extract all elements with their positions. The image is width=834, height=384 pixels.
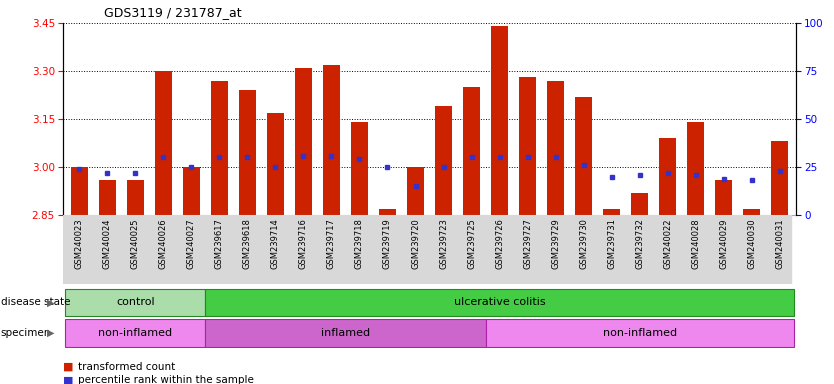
- Text: GSM239719: GSM239719: [383, 218, 392, 269]
- Bar: [211, 81, 228, 215]
- Bar: [99, 180, 116, 215]
- Bar: [743, 209, 760, 215]
- Bar: [771, 141, 788, 215]
- Bar: [519, 78, 536, 215]
- Text: control: control: [116, 297, 154, 308]
- Text: GSM239720: GSM239720: [411, 218, 420, 269]
- Bar: [295, 68, 312, 215]
- Bar: [575, 97, 592, 215]
- Text: GSM240029: GSM240029: [719, 218, 728, 269]
- Text: GSM240025: GSM240025: [131, 218, 140, 269]
- Text: ▶: ▶: [47, 328, 54, 338]
- Text: GSM239732: GSM239732: [636, 218, 644, 269]
- Text: GSM239730: GSM239730: [579, 218, 588, 269]
- Text: GSM240024: GSM240024: [103, 218, 112, 269]
- Bar: [491, 26, 508, 215]
- Bar: [239, 90, 256, 215]
- Text: GSM240030: GSM240030: [747, 218, 756, 269]
- Text: GSM240023: GSM240023: [75, 218, 84, 269]
- Text: GSM239716: GSM239716: [299, 218, 308, 269]
- Text: GSM240028: GSM240028: [691, 218, 700, 269]
- Text: GSM239729: GSM239729: [551, 218, 560, 269]
- Bar: [631, 193, 648, 215]
- Text: GSM239731: GSM239731: [607, 218, 616, 269]
- Bar: [351, 122, 368, 215]
- Bar: [205, 289, 794, 316]
- Text: GSM239727: GSM239727: [523, 218, 532, 269]
- Bar: [155, 71, 172, 215]
- Text: ulcerative colitis: ulcerative colitis: [454, 297, 545, 308]
- Bar: [603, 209, 620, 215]
- Text: GSM239617: GSM239617: [215, 218, 224, 269]
- Bar: [687, 122, 704, 215]
- Bar: [127, 180, 143, 215]
- Text: ■: ■: [63, 362, 73, 372]
- Text: GSM240022: GSM240022: [663, 218, 672, 269]
- Bar: [267, 113, 284, 215]
- Text: ▶: ▶: [47, 297, 54, 308]
- Bar: [323, 65, 340, 215]
- Text: GSM239718: GSM239718: [355, 218, 364, 269]
- Text: GSM239618: GSM239618: [243, 218, 252, 269]
- Bar: [463, 87, 480, 215]
- Text: GSM239714: GSM239714: [271, 218, 280, 269]
- Bar: [71, 167, 88, 215]
- Bar: [716, 180, 732, 215]
- Text: GSM239717: GSM239717: [327, 218, 336, 269]
- Text: transformed count: transformed count: [78, 362, 175, 372]
- Bar: [435, 106, 452, 215]
- Text: GSM239725: GSM239725: [467, 218, 476, 269]
- Text: inflamed: inflamed: [321, 328, 370, 338]
- Text: GSM239723: GSM239723: [439, 218, 448, 269]
- Text: disease state: disease state: [1, 297, 70, 308]
- Text: GSM240026: GSM240026: [159, 218, 168, 269]
- Text: specimen: specimen: [1, 328, 51, 338]
- Bar: [379, 209, 396, 215]
- Bar: [547, 81, 564, 215]
- Text: GSM240031: GSM240031: [775, 218, 784, 269]
- Text: ■: ■: [63, 375, 73, 384]
- Text: GDS3119 / 231787_at: GDS3119 / 231787_at: [104, 6, 242, 19]
- Bar: [485, 319, 794, 347]
- Bar: [183, 167, 200, 215]
- Text: non-inflamed: non-inflamed: [602, 328, 676, 338]
- Text: percentile rank within the sample: percentile rank within the sample: [78, 375, 254, 384]
- Bar: [205, 319, 485, 347]
- Bar: [659, 138, 676, 215]
- Bar: [65, 319, 205, 347]
- Bar: [65, 289, 205, 316]
- Text: non-inflamed: non-inflamed: [98, 328, 173, 338]
- Bar: [407, 167, 424, 215]
- Text: GSM240027: GSM240027: [187, 218, 196, 269]
- Text: GSM239726: GSM239726: [495, 218, 504, 269]
